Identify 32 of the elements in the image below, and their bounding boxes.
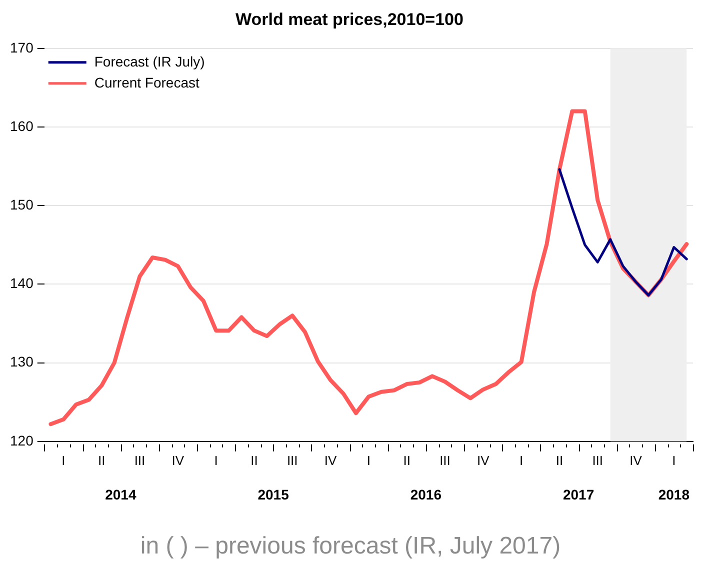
x-tick-label: II	[98, 452, 106, 468]
text: 2014	[105, 486, 136, 502]
legend-label: Current Forecast	[94, 74, 200, 90]
x-tick-label: IV	[324, 452, 337, 468]
x-tick-label: III	[134, 452, 146, 468]
y-tick-label: 150	[10, 196, 34, 212]
y-tick-label: 140	[10, 275, 34, 292]
x-tick-label: IV	[630, 452, 642, 468]
x-tick-label: IV	[476, 452, 490, 468]
x-tick-label: I	[366, 452, 370, 468]
text: 2016	[410, 486, 442, 502]
x-tick-label: II	[403, 452, 410, 468]
x-tick-label: I	[672, 452, 676, 468]
text: 2017	[562, 486, 594, 502]
y-tick-label: 130	[10, 354, 34, 370]
x-tick-label: IV	[172, 452, 184, 468]
x-tick-label: III	[440, 452, 450, 468]
x-tick-label: III	[592, 452, 604, 468]
y-tick-label: 120	[10, 432, 34, 448]
x-tick-label: II	[250, 452, 258, 468]
x-tick-label: I	[214, 452, 218, 468]
chart-title: World meat prices,2010=100	[236, 10, 464, 29]
y-tick-label: 170	[10, 39, 34, 56]
text: in ( ) – previous forecast (IR, July 2017)	[140, 532, 561, 560]
x-tick-label: I	[519, 452, 524, 468]
x-tick-label: II	[556, 452, 564, 468]
y-tick-label: 160	[10, 118, 34, 134]
x-tick-label: I	[62, 452, 66, 468]
legend-label: Forecast (IR July)	[94, 53, 205, 70]
text: 2018	[658, 486, 690, 502]
text: 2015	[258, 486, 290, 502]
x-tick-label: III	[286, 452, 298, 468]
